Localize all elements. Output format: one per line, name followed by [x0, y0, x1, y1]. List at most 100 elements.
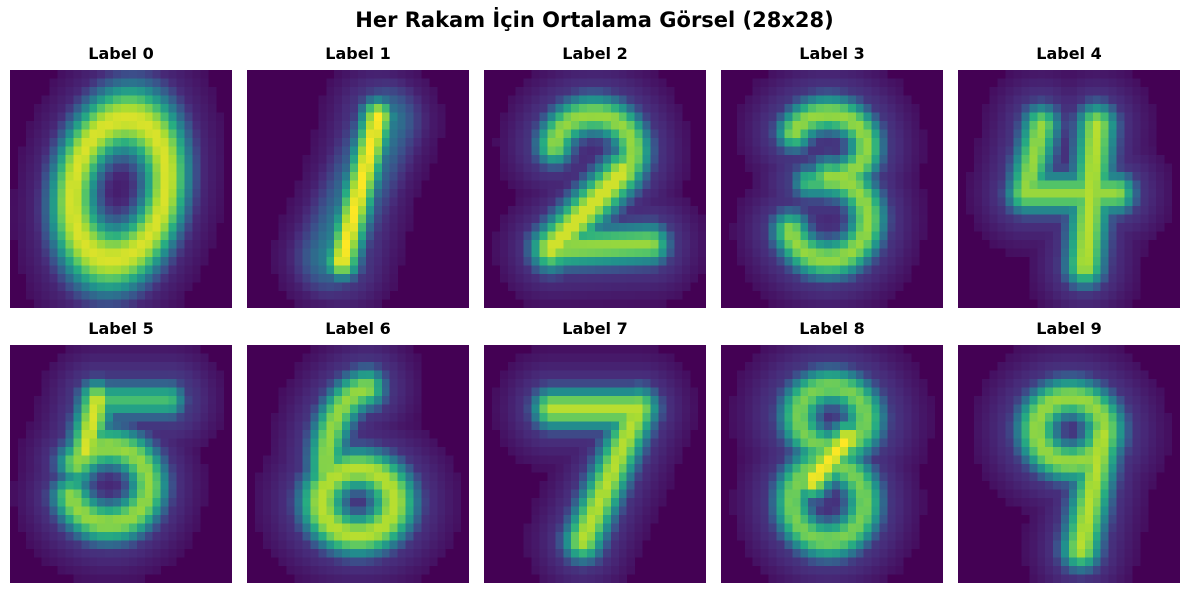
heatmap-cell	[760, 206, 769, 215]
heatmap-cell	[270, 455, 279, 465]
heatmap-cell	[981, 214, 990, 224]
heatmap-cell	[318, 515, 327, 524]
heatmap-cell	[136, 104, 145, 113]
heatmap-cell	[587, 481, 596, 490]
heatmap-cell	[650, 481, 659, 490]
heatmap-cell	[144, 540, 153, 550]
heatmap-cell	[626, 523, 635, 533]
heatmap-cell	[184, 121, 193, 130]
heatmap-cell	[626, 506, 635, 516]
heatmap-cell	[752, 282, 761, 292]
heatmap-cell	[381, 396, 390, 405]
heatmap-cell	[555, 455, 564, 465]
heatmap-cell	[571, 257, 580, 266]
heatmap-cell	[618, 455, 627, 465]
heatmap-cell	[184, 506, 193, 516]
heatmap-cell	[507, 404, 516, 414]
heatmap-cell	[152, 274, 161, 283]
heatmap-cell	[555, 265, 564, 275]
heatmap-cell	[642, 506, 651, 516]
heatmap-cell	[57, 121, 66, 130]
heatmap-cell	[113, 197, 122, 207]
heatmap-cell	[41, 387, 50, 397]
heatmap-cell	[824, 70, 833, 79]
heatmap-cell	[919, 146, 928, 156]
heatmap-cell	[89, 197, 98, 207]
heatmap-cell	[97, 155, 106, 164]
heatmap-cell	[563, 455, 572, 465]
heatmap-cell	[365, 506, 375, 516]
heatmap-cell	[381, 146, 390, 156]
heatmap-cell	[911, 197, 920, 207]
heatmap-cell	[555, 447, 564, 456]
heatmap-cell	[650, 438, 659, 448]
heatmap-cell	[334, 557, 343, 567]
heatmap-cell	[903, 430, 912, 439]
heatmap-cell	[216, 163, 225, 173]
heatmap-cell	[389, 214, 398, 224]
heatmap-cell	[286, 413, 295, 422]
heatmap-cell	[176, 121, 185, 130]
heatmap-cell	[81, 396, 90, 405]
heatmap-cell	[413, 362, 422, 371]
heatmap-cell	[658, 498, 667, 507]
heatmap-cell	[373, 464, 382, 473]
heatmap-cell	[65, 299, 74, 308]
heatmap-cell	[1005, 129, 1014, 139]
heatmap-cell	[1100, 282, 1109, 292]
heatmap-cell	[602, 274, 612, 283]
heatmap-cell	[855, 180, 864, 190]
heatmap-cell	[334, 155, 343, 164]
heatmap-cell	[73, 506, 82, 516]
heatmap-cell	[81, 189, 90, 198]
heatmap-cell	[160, 78, 169, 88]
heatmap-cell	[152, 282, 161, 292]
heatmap-cell	[176, 404, 185, 414]
heatmap-cell	[1045, 299, 1054, 308]
heatmap-cell	[413, 112, 422, 122]
heatmap-cell	[816, 70, 825, 79]
heatmap-cell	[768, 404, 777, 414]
heatmap-cell	[421, 557, 430, 567]
heatmap-cell	[33, 464, 42, 473]
heatmap-cell	[776, 345, 785, 354]
heatmap-cell	[895, 87, 904, 96]
heatmap-cell	[698, 240, 706, 249]
heatmap-cell	[547, 104, 556, 113]
heatmap-cell	[342, 155, 351, 164]
heatmap-cell	[682, 214, 691, 224]
heatmap-cell	[49, 299, 58, 308]
heatmap-cell	[602, 481, 612, 490]
heatmap-cell	[1061, 257, 1070, 266]
heatmap-cell	[531, 197, 540, 207]
heatmap-cell	[690, 387, 699, 397]
heatmap-cell	[176, 472, 185, 482]
heatmap-cell	[152, 557, 161, 567]
heatmap-cell	[278, 557, 287, 567]
heatmap-cell	[144, 430, 153, 439]
heatmap-cell	[515, 353, 524, 363]
heatmap-cell	[539, 506, 548, 516]
heatmap-cell	[626, 345, 635, 354]
heatmap-cell	[381, 180, 390, 190]
heatmap-cell	[373, 489, 382, 499]
heatmap-cell	[1156, 223, 1165, 232]
heatmap-cell	[278, 404, 287, 414]
heatmap-cell	[381, 447, 390, 456]
heatmap-cell	[113, 104, 122, 113]
heatmap-cell	[642, 240, 651, 249]
heatmap-cell	[1076, 138, 1086, 147]
heatmap-cell	[192, 387, 201, 397]
heatmap-cell	[698, 223, 706, 232]
heatmap-cell	[800, 155, 809, 164]
heatmap-cell	[128, 231, 138, 241]
heatmap-cell	[658, 223, 667, 232]
heatmap-cell	[57, 206, 66, 215]
heatmap-cell	[863, 345, 872, 354]
heatmap-cell	[587, 129, 596, 139]
heatmap-cell	[499, 257, 508, 266]
heatmap-cell	[768, 206, 777, 215]
heatmap-cell	[555, 206, 564, 215]
heatmap-cell	[981, 146, 990, 156]
heatmap-cell	[547, 574, 556, 583]
